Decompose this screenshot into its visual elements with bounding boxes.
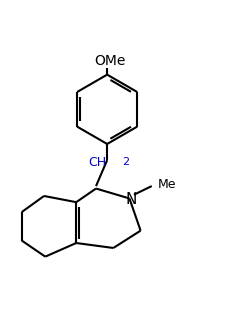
Text: 2: 2 bbox=[122, 157, 129, 167]
Text: CH: CH bbox=[88, 155, 106, 169]
Text: Me: Me bbox=[158, 178, 177, 191]
Text: OMe: OMe bbox=[94, 55, 125, 68]
Text: N: N bbox=[125, 192, 136, 207]
